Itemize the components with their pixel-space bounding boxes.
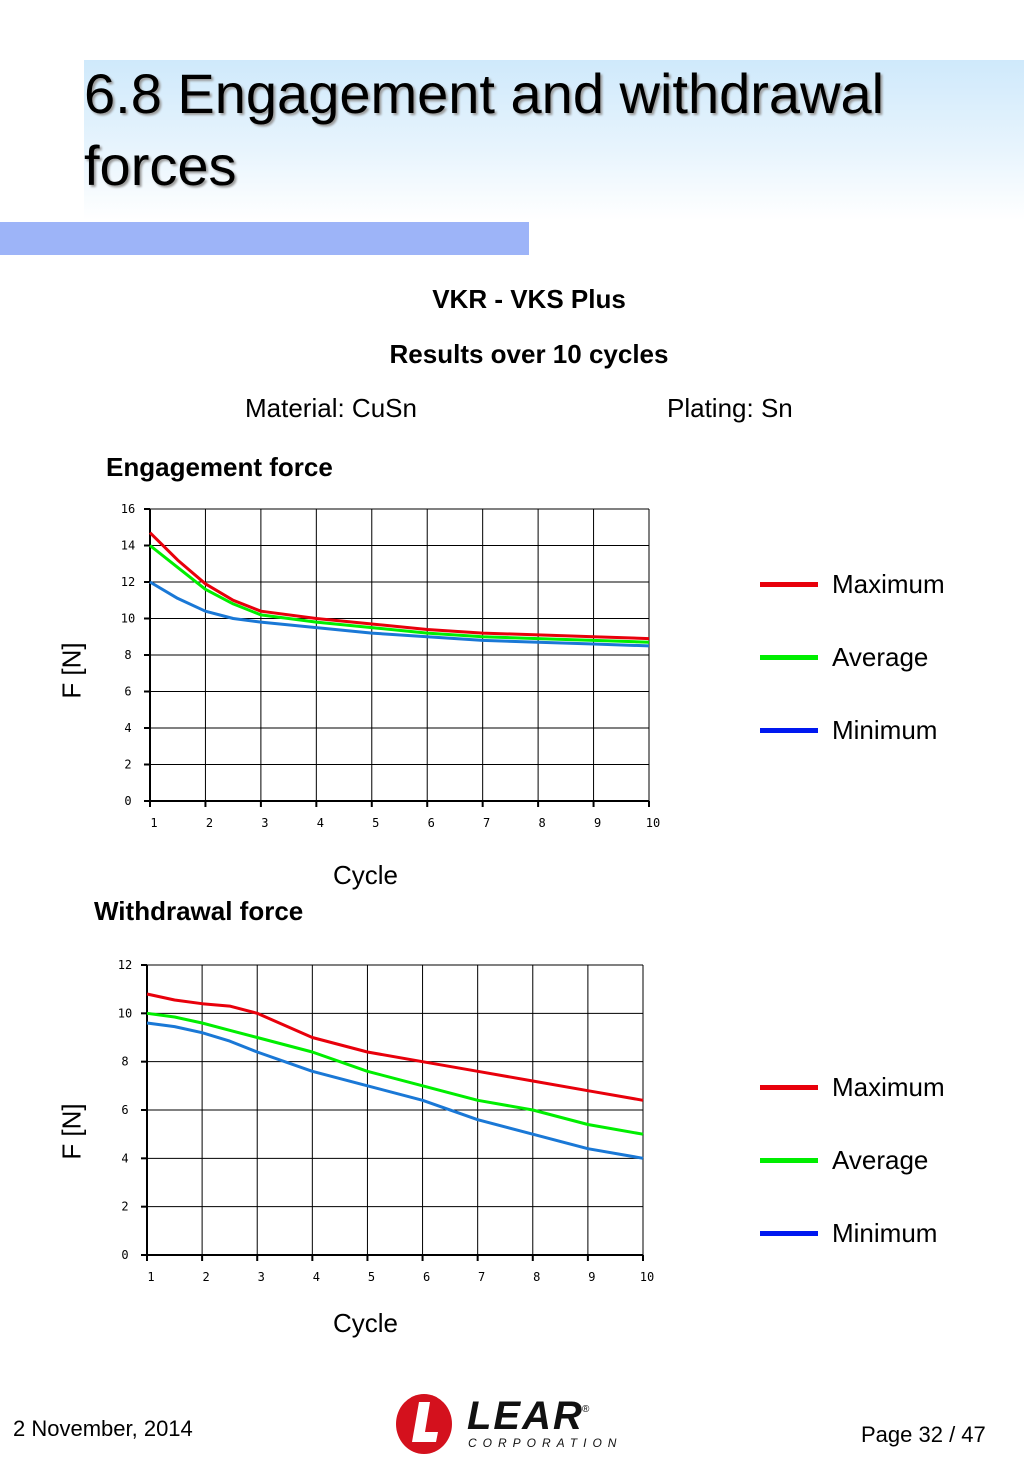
engagement-series-average <box>149 544 650 644</box>
engagement-y-tick-label: 6 <box>124 685 131 699</box>
engagement-y-tick-label: 0 <box>124 794 131 808</box>
logo-word: LEAR <box>467 1394 584 1438</box>
results-subtitle: Results over 10 cycles <box>389 339 669 369</box>
legend-swatch-maximum <box>760 582 818 587</box>
legend-swatch-minimum <box>760 728 818 733</box>
withdrawal-chart-title: Withdrawal force <box>94 896 304 926</box>
legend-label-minimum: Minimum <box>832 715 938 745</box>
product-title: VKR - VKS Plus <box>432 284 626 314</box>
engagement-y-tick-label: 14 <box>121 539 135 553</box>
engagement-x-axis-label: Cycle <box>333 860 399 890</box>
legend-swatch-average <box>760 1158 818 1163</box>
engagement-x-tick-label: 4 <box>317 816 324 830</box>
withdrawal-y-tick-label: 4 <box>121 1151 128 1165</box>
withdrawal-series-maximum <box>146 992 644 1102</box>
legend-swatch-minimum <box>760 1231 818 1236</box>
withdrawal-x-tick-label: 4 <box>313 1270 320 1284</box>
engagement-x-tick-label: 1 <box>150 816 157 830</box>
engagement-y-tick-label: 10 <box>121 612 135 626</box>
engagement-x-tick-label: 3 <box>261 816 268 830</box>
engagement-y-tick-label: 2 <box>124 758 131 772</box>
withdrawal-y-tick-label: 2 <box>121 1200 128 1214</box>
withdrawal-y-tick-label: 12 <box>118 958 132 972</box>
engagement-x-tick-label: 6 <box>428 816 435 830</box>
engagement-x-tick-label: 9 <box>594 816 601 830</box>
page-title: 6.8 Engagement and withdrawal forces <box>84 62 885 197</box>
withdrawal-x-tick-label: 8 <box>533 1270 540 1284</box>
page-number: Page 32 / 47 <box>861 1422 986 1447</box>
withdrawal-y-tick-label: 10 <box>118 1006 132 1020</box>
engagement-x-tick-label: 2 <box>206 816 213 830</box>
legend-label-average: Average <box>832 642 929 672</box>
footer-date: 2 November, 2014 <box>13 1416 193 1441</box>
withdrawal-x-tick-label: 7 <box>478 1270 485 1284</box>
material-label: Material: CuSn <box>245 393 417 423</box>
engagement-x-tick-label: 5 <box>372 816 379 830</box>
engagement-series-minimum <box>149 580 650 648</box>
engagement-chart-title: Engagement force <box>106 452 333 482</box>
withdrawal-x-axis-label: Cycle <box>333 1308 399 1338</box>
legend-label-maximum: Maximum <box>832 1072 945 1102</box>
withdrawal-series-minimum <box>146 1021 644 1160</box>
logo-corporation: CORPORATION <box>468 1436 623 1450</box>
withdrawal-x-tick-label: 9 <box>588 1270 595 1284</box>
engagement-y-tick-label: 16 <box>121 502 135 516</box>
withdrawal-series-average <box>146 1011 644 1136</box>
withdrawal-y-tick-label: 6 <box>121 1103 128 1117</box>
engagement-x-tick-label: 8 <box>538 816 545 830</box>
logo-registered-mark: ® <box>582 1404 590 1415</box>
withdrawal-x-tick-label: 5 <box>368 1270 375 1284</box>
withdrawal-y-tick-label: 0 <box>121 1248 128 1262</box>
legend-swatch-maximum <box>760 1085 818 1090</box>
withdrawal-x-tick-label: 1 <box>147 1270 154 1284</box>
legend-swatch-average <box>760 655 818 660</box>
lear-logo: LEAR ® CORPORATION <box>392 1392 632 1456</box>
withdrawal-x-tick-label: 3 <box>258 1270 265 1284</box>
withdrawal-y-tick-label: 8 <box>121 1055 128 1069</box>
legend-label-maximum: Maximum <box>832 569 945 599</box>
withdrawal-x-tick-label: 6 <box>423 1270 430 1284</box>
withdrawal-x-tick-label: 2 <box>202 1270 209 1284</box>
engagement-x-tick-label: 10 <box>646 816 660 830</box>
title-band <box>84 60 1024 220</box>
engagement-x-tick-label: 7 <box>483 816 490 830</box>
legend-label-average: Average <box>832 1145 929 1175</box>
engagement-y-tick-label: 8 <box>124 648 131 662</box>
plating-label: Plating: Sn <box>667 393 793 423</box>
engagement-y-tick-label: 4 <box>124 721 131 735</box>
withdrawal-x-tick-label: 10 <box>640 1270 654 1284</box>
lear-logo-mark-icon <box>396 1394 452 1454</box>
engagement-series-maximum <box>148 531 650 641</box>
legend-label-minimum: Minimum <box>832 1218 938 1248</box>
title-accent-bar <box>0 222 529 255</box>
engagement-y-tick-label: 12 <box>121 575 135 589</box>
